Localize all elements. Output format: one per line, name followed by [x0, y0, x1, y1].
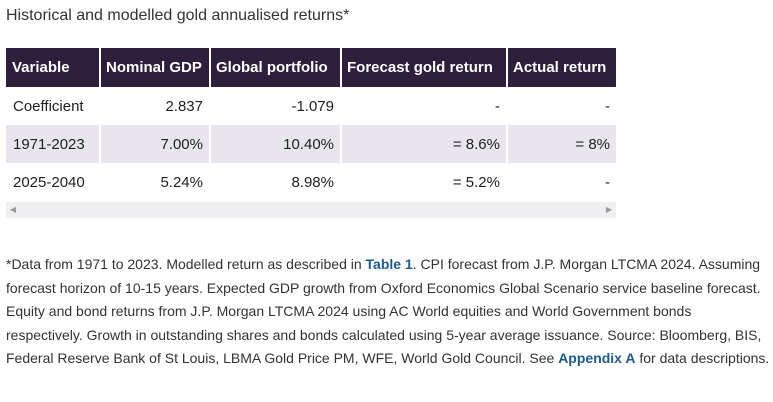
- cell-global-portfolio: -1.079: [209, 87, 341, 125]
- cell-actual-return: -: [506, 87, 616, 125]
- table-row: 1971-2023 7.00% 10.40% = 8.6% = 8%: [6, 125, 616, 163]
- horizontal-scrollbar[interactable]: ◀ ▶: [6, 202, 616, 218]
- table-row: Coefficient 2.837 -1.079 - -: [6, 87, 616, 125]
- footnote-text-2: . CPI forecast from J.P. Morgan LTCMA 20…: [6, 256, 762, 366]
- returns-table: Variable Nominal GDP Global portfolio Fo…: [6, 48, 616, 201]
- table-header-row: Variable Nominal GDP Global portfolio Fo…: [6, 48, 616, 87]
- cell-actual-return: = 8%: [506, 125, 616, 163]
- cell-nominal-gdp: 2.837: [99, 87, 210, 125]
- header-nominal-gdp: Nominal GDP: [99, 48, 210, 87]
- cell-global-portfolio: 8.98%: [209, 163, 341, 201]
- cell-actual-return: -: [506, 163, 616, 201]
- footnote-text-3: for data descriptions.: [635, 350, 770, 366]
- table-container: Variable Nominal GDP Global portfolio Fo…: [6, 48, 616, 218]
- scroll-right-icon[interactable]: ▶: [605, 205, 613, 214]
- scroll-left-icon[interactable]: ◀: [9, 205, 17, 214]
- header-forecast-gold-return: Forecast gold return: [340, 48, 507, 87]
- table-title: Historical and modelled gold annualised …: [6, 7, 350, 24]
- table-1-link[interactable]: Table 1: [365, 256, 413, 272]
- cell-forecast-gold-return: = 5.2%: [340, 163, 507, 201]
- header-global-portfolio: Global portfolio: [209, 48, 341, 87]
- footnote: *Data from 1971 to 2023. Modelled return…: [6, 253, 771, 371]
- cell-global-portfolio: 10.40%: [209, 125, 341, 163]
- header-actual-return: Actual return: [506, 48, 616, 87]
- header-variable: Variable: [6, 48, 100, 87]
- cell-nominal-gdp: 7.00%: [99, 125, 210, 163]
- cell-variable: Coefficient: [13, 97, 84, 115]
- appendix-a-link[interactable]: Appendix A: [558, 350, 636, 366]
- cell-variable: 1971-2023: [6, 125, 100, 163]
- cell-nominal-gdp: 5.24%: [99, 163, 210, 201]
- cell-forecast-gold-return: = 8.6%: [340, 125, 507, 163]
- footnote-text-1: *Data from 1971 to 2023. Modelled return…: [6, 256, 366, 272]
- cell-variable: 2025-2040: [13, 173, 85, 191]
- table-row: 2025-2040 5.24% 8.98% = 5.2% -: [6, 163, 616, 201]
- cell-forecast-gold-return: -: [340, 87, 507, 125]
